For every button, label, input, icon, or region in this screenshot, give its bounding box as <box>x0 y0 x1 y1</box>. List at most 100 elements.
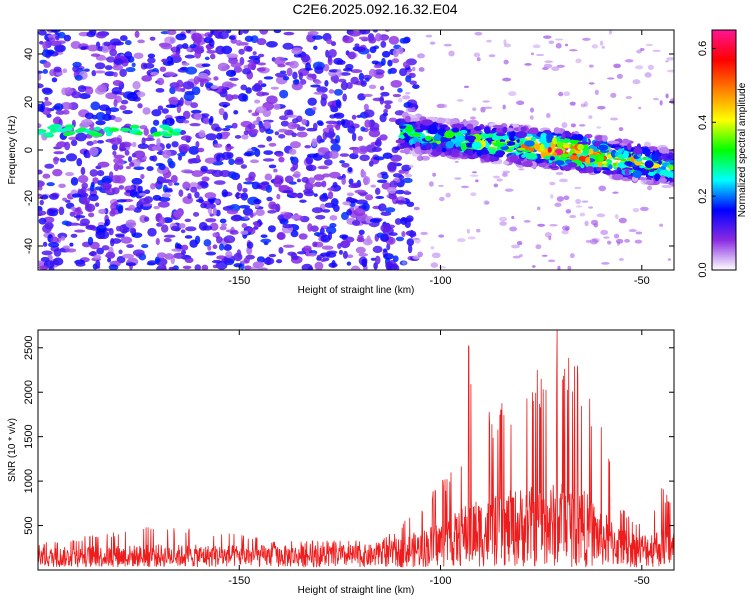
heatmap-cell <box>365 77 370 82</box>
heatmap-cell <box>151 109 162 117</box>
heatmap-cell <box>518 168 525 171</box>
heatmap-cell <box>558 178 568 183</box>
heatmap-cell <box>153 205 160 210</box>
heatmap-cell <box>266 41 278 48</box>
heatmap-cell <box>158 196 171 202</box>
heatmap-cell <box>307 30 319 36</box>
heatmap-cell <box>340 118 346 126</box>
heatmap-cell <box>193 113 202 121</box>
heatmap-cell <box>178 189 184 197</box>
heatmap-cell <box>201 63 211 68</box>
heatmap-cell <box>509 154 519 163</box>
heatmap-cell <box>116 199 127 203</box>
heatmap-cell <box>625 96 633 100</box>
heatmap-cell <box>228 158 235 166</box>
heatmap-cell <box>265 129 274 135</box>
heatmap-cell <box>540 132 548 140</box>
heatmap-cell <box>108 264 119 270</box>
heatmap-cell <box>654 173 660 182</box>
heatmap-cell <box>493 142 504 147</box>
heatmap-cell <box>590 219 599 226</box>
heatmap-cell <box>541 254 548 257</box>
heatmap-cell <box>240 192 249 201</box>
heatmap-cell <box>296 178 302 183</box>
heatmap-cell <box>381 173 389 180</box>
heatmap-cell <box>435 117 446 124</box>
heatmap-cell <box>307 223 313 232</box>
heatmap-cell <box>114 116 123 123</box>
heatmap-cell <box>471 141 482 150</box>
heatmap-cell <box>644 160 654 169</box>
heatmap-cell <box>382 248 388 253</box>
heatmap-cell <box>202 117 211 125</box>
spectrogram-panel: -150 -100 -50 -40 -20 0 20 40 Height of straigh… <box>7 29 675 296</box>
heatmap-cell <box>390 79 403 88</box>
heatmap-cell <box>89 184 95 192</box>
heatmap-cell <box>292 118 299 124</box>
heatmap-cell <box>184 235 193 239</box>
heatmap-cell <box>346 196 353 202</box>
heatmap-cell <box>218 243 225 251</box>
heatmap-cell <box>277 63 286 68</box>
heatmap-cell <box>570 135 582 141</box>
heatmap-cell <box>96 247 105 255</box>
heatmap-cell <box>570 123 577 128</box>
heatmap-cell <box>108 107 120 113</box>
heatmap-cell <box>53 103 64 111</box>
heatmap-cell <box>362 171 367 178</box>
heatmap-cell <box>545 112 551 119</box>
heatmap-cell <box>554 160 565 166</box>
heatmap-cell <box>368 129 381 138</box>
heatmap-cell <box>43 61 51 68</box>
heatmap-cell <box>421 119 433 126</box>
heatmap-cell <box>313 232 321 237</box>
heatmap-cell <box>339 160 345 164</box>
heatmap-cell <box>328 48 337 58</box>
heatmap-cell <box>600 229 609 236</box>
heatmap-cell <box>158 163 166 171</box>
heatmap-cell <box>38 260 44 267</box>
heatmap-cell <box>371 60 379 65</box>
heatmap-cell <box>164 189 173 193</box>
heatmap-cell <box>406 238 415 246</box>
heatmap-cell <box>316 86 328 93</box>
heatmap-cell <box>242 30 249 34</box>
heatmap-cell <box>401 164 412 172</box>
heatmap-cell <box>137 143 149 150</box>
heatmap-cell <box>222 111 228 121</box>
heatmap-cell <box>129 227 137 234</box>
heatmap-cell <box>132 249 145 257</box>
heatmap-cell <box>189 239 198 248</box>
heatmap-cell <box>57 31 66 39</box>
heatmap-cell <box>108 127 120 132</box>
heatmap-cell <box>303 245 312 252</box>
heatmap-cell <box>140 174 145 180</box>
heatmap-cell <box>594 89 599 95</box>
heatmap-cell <box>351 114 357 120</box>
heatmap-cell <box>618 127 624 131</box>
heatmap-cell <box>197 147 205 153</box>
heatmap-cell <box>42 224 52 233</box>
heatmap-cell <box>70 233 78 238</box>
heatmap-cell <box>544 60 553 63</box>
heatmap-cell <box>142 63 155 69</box>
heatmap-cell <box>668 159 674 164</box>
heatmap-cell <box>575 205 583 208</box>
heatmap-cell <box>503 39 507 46</box>
heatmap-cell <box>236 182 243 192</box>
heatmap-cell <box>601 261 610 265</box>
heatmap-cell <box>306 33 316 43</box>
heatmap-cell <box>268 142 277 147</box>
heatmap-cell <box>182 265 192 270</box>
heatmap-cell <box>106 56 116 63</box>
heatmap-cell <box>170 225 179 232</box>
heatmap-cell <box>387 68 393 75</box>
heatmap-cell <box>105 92 118 100</box>
heatmap-cell <box>425 34 433 38</box>
heatmap-cell <box>125 166 131 170</box>
heatmap-cell <box>369 218 382 223</box>
y-tick-label: 2000 <box>23 380 35 404</box>
heatmap-cell <box>244 35 254 42</box>
heatmap-cell <box>564 43 569 47</box>
heatmap-cell <box>352 147 359 155</box>
